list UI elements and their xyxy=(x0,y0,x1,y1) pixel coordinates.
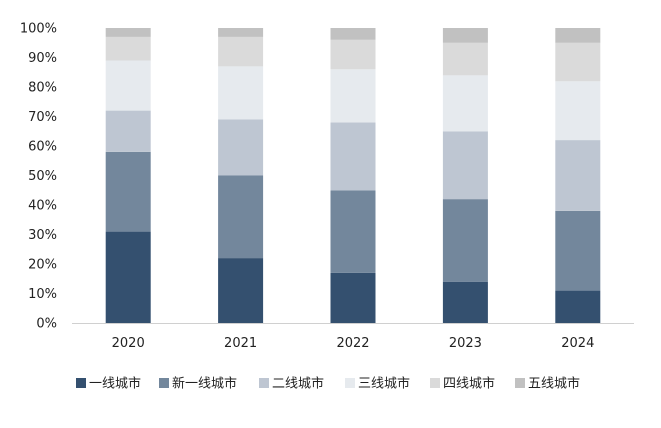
legend-label: 三线城市 xyxy=(358,376,410,392)
bar-segment xyxy=(218,175,264,259)
bar-segment xyxy=(442,281,488,323)
legend-label: 一线城市 xyxy=(89,376,141,392)
y-tick-label: 60% xyxy=(28,140,57,155)
bar-segment xyxy=(105,231,151,323)
bar-segment xyxy=(555,210,601,291)
x-tick-label: 2024 xyxy=(561,336,594,351)
bar-segment xyxy=(105,36,151,61)
bar-segment xyxy=(218,28,264,37)
y-tick-label: 40% xyxy=(28,199,57,214)
bar-segment xyxy=(442,75,488,132)
legend-item: 四线城市 xyxy=(430,376,495,392)
legend-label: 四线城市 xyxy=(443,376,495,392)
bar-segment xyxy=(105,151,151,232)
legend-swatch xyxy=(76,378,86,388)
legend-label: 五线城市 xyxy=(528,376,580,392)
bar-segment xyxy=(105,28,151,37)
y-tick-label: 0% xyxy=(36,317,57,332)
bar-segment xyxy=(442,28,488,43)
x-tick-label: 2022 xyxy=(336,336,369,351)
bars-group xyxy=(105,28,601,323)
legend: 一线城市 新一线城市 二线城市 三线城市 四线城市 五线城市 xyxy=(76,376,580,392)
x-tick-label: 2020 xyxy=(112,336,145,351)
bar-segment xyxy=(218,66,264,120)
y-tick-label: 50% xyxy=(28,169,57,184)
bar-segment xyxy=(442,199,488,282)
bar-segment xyxy=(330,28,376,40)
bar-segment xyxy=(105,60,151,111)
x-tick-label: 2023 xyxy=(449,336,482,351)
legend-swatch xyxy=(159,378,169,388)
bar-segment xyxy=(105,110,151,152)
y-axis-ticks: 0% 10% 20% 30% 40% 50% 60% 70% 80% 90% 100% xyxy=(20,22,57,332)
x-tick-label: 2021 xyxy=(224,336,257,351)
x-axis-ticks: 2020 2021 2022 2023 2024 xyxy=(112,336,595,351)
bar-segment xyxy=(330,272,376,323)
bar-segment xyxy=(330,122,376,191)
legend-swatch xyxy=(259,378,269,388)
legend-swatch xyxy=(430,378,440,388)
bar-segment xyxy=(442,131,488,200)
y-tick-label: 100% xyxy=(20,22,57,37)
legend-label: 二线城市 xyxy=(272,376,324,392)
bar-segment xyxy=(330,190,376,273)
bar-segment xyxy=(218,258,264,323)
y-tick-label: 30% xyxy=(28,228,57,243)
y-tick-label: 90% xyxy=(28,51,57,66)
bar-segment xyxy=(555,28,601,43)
bar-segment xyxy=(555,42,601,82)
bar-segment xyxy=(555,290,601,323)
bar-segment xyxy=(442,42,488,76)
legend-item: 三线城市 xyxy=(345,376,410,392)
legend-label: 新一线城市 xyxy=(172,376,237,392)
bar-segment xyxy=(555,81,601,141)
legend-swatch xyxy=(345,378,355,388)
legend-item: 五线城市 xyxy=(515,376,580,392)
y-tick-label: 70% xyxy=(28,110,57,125)
legend-item: 二线城市 xyxy=(259,376,324,392)
legend-item: 一线城市 xyxy=(76,376,141,392)
legend-swatch xyxy=(515,378,525,388)
bar-segment xyxy=(330,39,376,70)
bar-segment xyxy=(330,69,376,123)
legend-item: 新一线城市 xyxy=(159,376,237,392)
y-tick-label: 20% xyxy=(28,258,57,273)
bar-segment xyxy=(218,119,264,176)
bar-segment xyxy=(218,36,264,67)
y-tick-label: 10% xyxy=(28,287,57,302)
y-tick-label: 80% xyxy=(28,81,57,96)
bar-segment xyxy=(555,140,601,211)
